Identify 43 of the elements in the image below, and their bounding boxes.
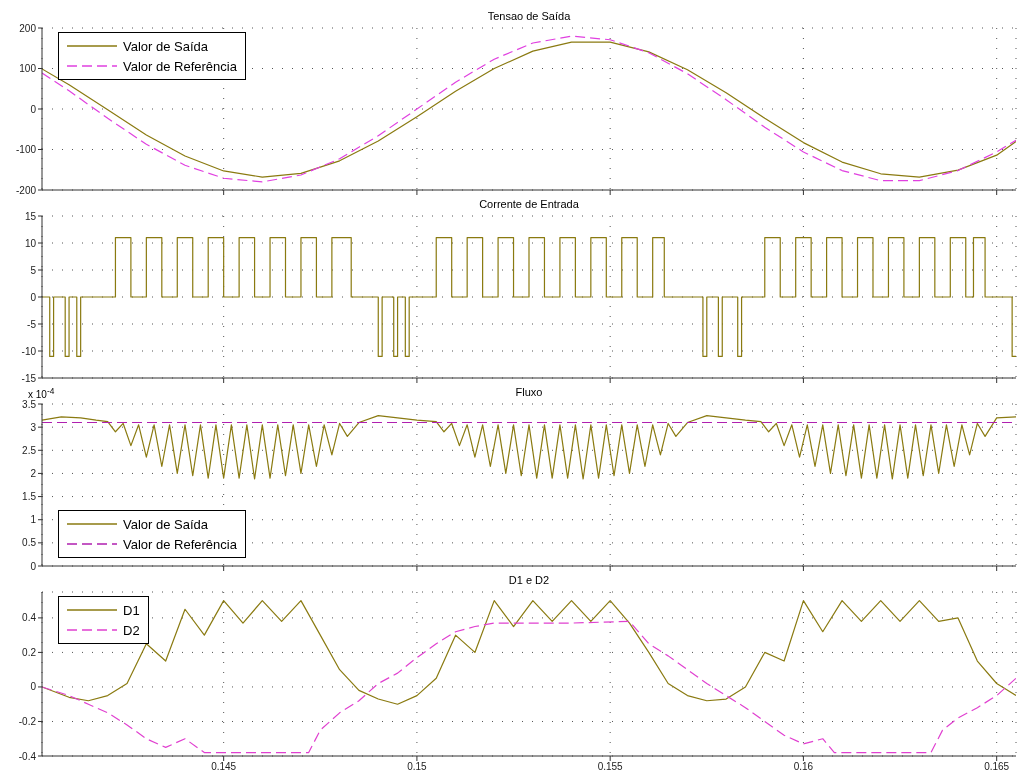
x-tick-label: 0.145 — [211, 761, 237, 772]
chart-title: Corrente de Entrada — [478, 197, 580, 212]
y-tick-label: 1.5 — [22, 491, 37, 503]
y-tick-label: 200 — [19, 22, 37, 34]
y-tick-label: 5 — [30, 264, 37, 276]
y-tick-label: -100 — [15, 144, 37, 156]
legend-label: Valor de Saída — [123, 516, 209, 532]
y-tick-label: -0.4 — [18, 750, 37, 762]
chart-title: Fluxo — [515, 386, 543, 398]
y-tick-label: -200 — [15, 184, 37, 196]
y-tick-label: 3 — [30, 421, 37, 433]
y-tick-label: 2.5 — [22, 444, 37, 456]
y-tick-label: 100 — [19, 63, 37, 75]
y-tick-label: -0.2 — [18, 716, 37, 728]
y-tick-label: 2 — [30, 467, 37, 479]
legend-label: Valor de Saída — [123, 38, 209, 54]
y-tick-label: -10 — [21, 345, 37, 357]
y-tick-label: 0 — [30, 103, 37, 115]
legend-label: D2 — [123, 622, 140, 638]
text: x 10$^{-4}$ — [28, 386, 55, 401]
y-tick-label: 0 — [30, 560, 37, 572]
line-series — [42, 600, 1016, 705]
legend-label: Valor de Referência — [123, 58, 237, 74]
y-tick-label: 0.5 — [22, 537, 37, 549]
y-tick-label: -15 — [21, 372, 37, 384]
legend-label: D1 — [123, 602, 140, 618]
y-tick-label: 0 — [30, 681, 37, 693]
x-tick-label: 0.15 — [407, 761, 428, 772]
x-tick-label: 0.155 — [597, 761, 624, 772]
y-tick-label: 15 — [24, 210, 37, 222]
x-tick-label: 0.16 — [793, 761, 814, 772]
chart-title: D1 e D2 — [507, 573, 551, 588]
line-series — [42, 414, 1016, 480]
y-tick-label: 0.2 — [22, 646, 37, 658]
y-tick-label: -5 — [27, 318, 37, 330]
y-tick-label: 0.4 — [22, 612, 37, 624]
y-tick-label: 3.5 — [22, 398, 37, 410]
y-tick-label: 0 — [30, 291, 37, 303]
y-tick-label: 10 — [24, 237, 37, 249]
chart-title: Tensao de Saída — [486, 9, 572, 24]
legend-label: Valor de Referência — [123, 536, 237, 552]
x-tick-label: 0.165 — [984, 761, 1010, 772]
y-tick-label: 1 — [30, 514, 37, 526]
